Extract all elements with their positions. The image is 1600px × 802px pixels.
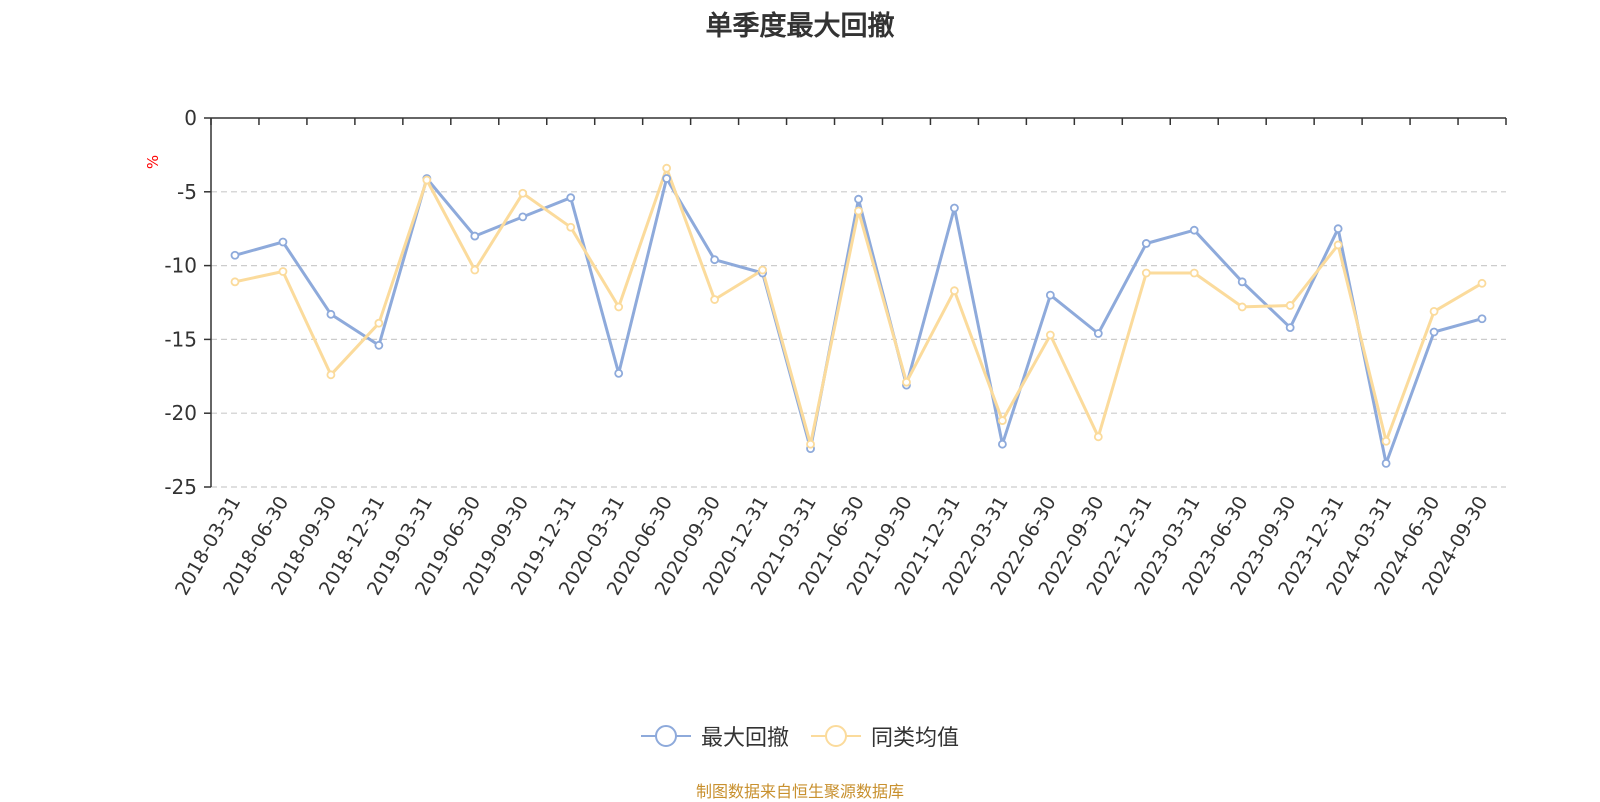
legend-marker-max-drawdown	[640, 725, 691, 747]
data-point-1	[1189, 268, 1199, 278]
data-point-1	[854, 206, 863, 216]
data-point-1	[326, 370, 336, 380]
data-point-1	[470, 265, 480, 275]
data-point-1	[1381, 436, 1391, 446]
data-point-1	[1093, 432, 1103, 442]
legend-label-category-average: 同类均值	[871, 726, 960, 751]
data-point-1	[566, 222, 576, 232]
data-point-1	[518, 188, 528, 198]
y-tick-label: -20	[164, 401, 197, 425]
data-point-1	[997, 416, 1007, 425]
data-point-1	[278, 267, 288, 276]
data-point-0	[1237, 277, 1247, 287]
y-tick-label: 0	[184, 106, 197, 130]
data-point-0	[1429, 327, 1439, 337]
data-point-0	[614, 368, 624, 378]
series-lines	[230, 163, 1487, 468]
data-point-0	[1141, 239, 1151, 248]
data-point-1	[662, 163, 672, 173]
data-point-1	[1477, 278, 1487, 288]
data-point-0	[1381, 458, 1391, 468]
data-point-1	[950, 286, 959, 296]
data-point-0	[950, 203, 959, 213]
data-point-1	[758, 265, 767, 275]
y-tick-label: -5	[177, 180, 197, 204]
data-point-1	[1045, 330, 1055, 340]
legend-item-category-average[interactable]: 同类均值	[811, 720, 959, 752]
data-point-0	[662, 174, 672, 183]
data-point-0	[326, 309, 336, 319]
data-point-1	[1333, 240, 1343, 250]
data-point-0	[1093, 329, 1103, 338]
data-point-0	[1285, 323, 1295, 332]
data-point-0	[997, 439, 1007, 449]
data-point-0	[470, 231, 480, 241]
data-point-1	[1285, 301, 1295, 310]
data-point-0	[518, 212, 528, 222]
grid-lines	[211, 191, 1506, 488]
data-point-0	[230, 250, 240, 260]
data-point-0	[278, 237, 288, 247]
data-point-0	[1333, 224, 1343, 234]
data-point-1	[806, 439, 815, 449]
data-point-1	[614, 302, 624, 312]
data-point-0	[710, 255, 720, 265]
y-tick-label: -15	[164, 327, 197, 351]
data-point-0	[1189, 225, 1199, 235]
data-point-1	[710, 295, 720, 304]
data-point-0	[1045, 290, 1055, 300]
y-tick-label: -10	[164, 254, 197, 278]
data-point-0	[374, 340, 384, 350]
series-line-0	[234, 177, 1483, 465]
data-point-0	[566, 193, 576, 203]
data-point-1	[422, 175, 432, 185]
y-axis-label: %	[144, 155, 162, 169]
chart-title: 单季度最大回撤	[705, 11, 895, 42]
data-point-1	[1429, 306, 1439, 316]
data-point-0	[1477, 314, 1487, 324]
legend-label-max-drawdown: 最大回撤	[700, 726, 789, 751]
legend-item-max-drawdown[interactable]: 最大回撤	[640, 720, 789, 752]
data-point-1	[1141, 268, 1151, 278]
y-tick-label: -25	[164, 475, 197, 499]
data-point-1	[230, 277, 240, 287]
data-point-1	[374, 318, 384, 328]
legend: 最大回撤 同类均值	[0, 720, 1600, 752]
data-point-0	[854, 194, 863, 204]
data-point-1	[902, 377, 911, 387]
legend-marker-category-average	[811, 725, 861, 747]
data-point-1	[1237, 302, 1247, 312]
axes: 0-5-10-15-20-252018-03-312018-06-302018-…	[164, 106, 1507, 599]
source-note: 制图数据来自恒生聚源数据库	[695, 782, 904, 801]
